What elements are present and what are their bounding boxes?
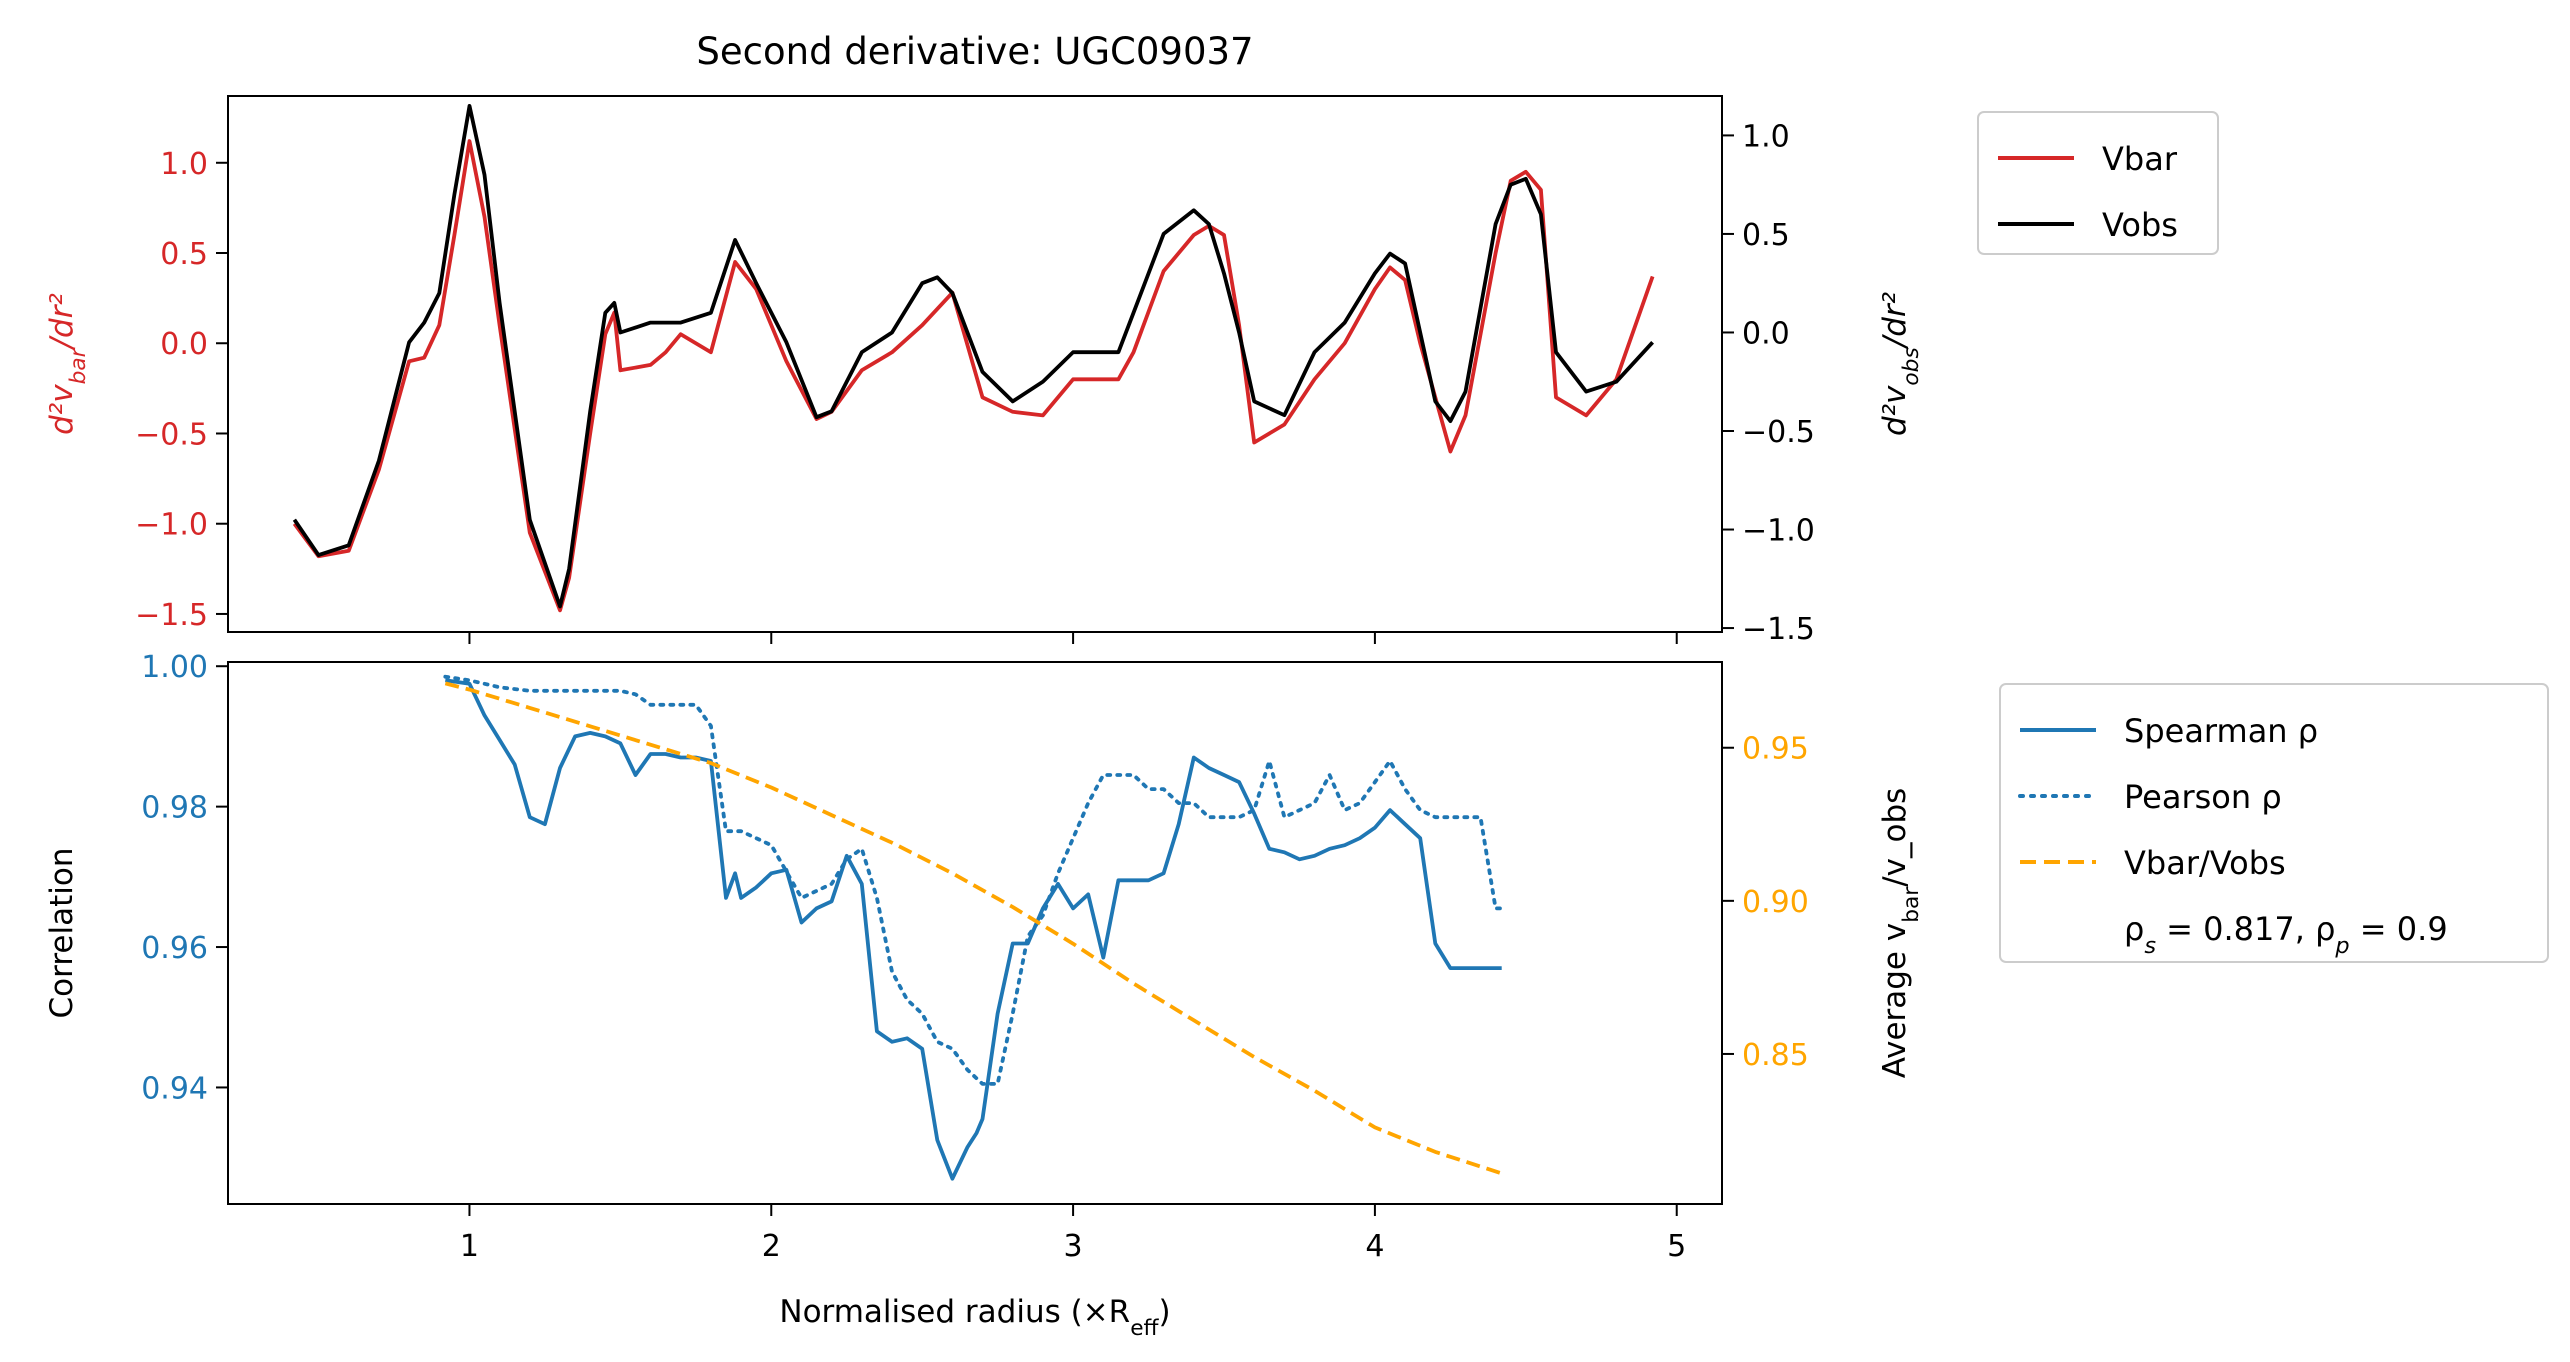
label-subscript: bar (66, 346, 91, 384)
left-tick-label: −0.5 (135, 417, 208, 452)
x-axis-label: Normalised radius (×Reff) (779, 1294, 1170, 1341)
chart-title: Second derivative: UGC09037 (696, 30, 1253, 73)
series-line-ratio (444, 681, 1503, 1176)
right-tick-label: 0.90 (1742, 885, 1809, 920)
x-tick-label: 3 (1064, 1229, 1083, 1264)
bottom-right-ylabel: Average vbar/v_obs (1877, 788, 1924, 1079)
bottom-left-ylabel: Correlation (44, 848, 80, 1019)
series-line-pearson (443, 674, 1504, 1086)
left-tick-label: 0.98 (141, 791, 208, 826)
legend-label-part: = 0.9 (2350, 910, 2448, 948)
right-tick-label: 0.85 (1742, 1038, 1809, 1073)
x-tick-label: 2 (762, 1229, 781, 1264)
top-panel: 1.0 0.5 0.0 −0.5 −1.0 −1.5 1.0 0.5 0.0 −0.5 −1.0 −1… (44, 30, 1924, 647)
label-part: d²v (1877, 385, 1913, 436)
left-tick-label: 0.96 (141, 931, 208, 966)
label-part: /v_obs (1877, 788, 1913, 887)
top-left-ylabel: d²vbar/dr² (44, 293, 91, 435)
label-part: /dr² (44, 293, 80, 351)
legend-label: Pearson ρ (2124, 778, 2282, 816)
legend-label: Spearman ρ (2124, 712, 2318, 750)
label-part: Normalised radius (×R (779, 1294, 1130, 1330)
right-tick-label: 0.95 (1742, 732, 1809, 767)
right-tick-label: −0.5 (1742, 415, 1815, 450)
legend-label: ρs = 0.817, ρp = 0.9 (2124, 910, 2448, 959)
x-tick-label: 1 (460, 1229, 479, 1264)
left-tick-label: 0.94 (141, 1071, 208, 1106)
legend-box (1977, 111, 2219, 255)
legend-box (1999, 683, 2549, 963)
left-tick-label: 1.00 (141, 650, 208, 685)
legend-label: Vbar/Vobs (2124, 844, 2286, 882)
right-tick-label: 0.5 (1742, 218, 1790, 253)
right-tick-label: −1.5 (1742, 612, 1815, 647)
right-tick-label: 1.0 (1742, 119, 1790, 154)
legend-label-part: p (2334, 933, 2349, 959)
label-subscript: eff (1130, 1316, 1159, 1341)
label-part: Average v (1877, 923, 1913, 1079)
label-subscript: bar (1899, 887, 1924, 923)
left-tick-label: 0.5 (160, 237, 208, 272)
legend-label: Vbar (2102, 140, 2178, 178)
left-tick-label: 1.0 (160, 147, 208, 182)
bottom-panel: 1.00 0.98 0.96 0.94 0.95 0.90 0.85 1 2 3 4 5 Correla… (44, 650, 1924, 1340)
top-right-ylabel: d²vobs/dr² (1877, 292, 1924, 436)
legend-label-part: = 0.817, ρ (2156, 910, 2335, 948)
right-tick-label: 0.0 (1742, 316, 1790, 351)
label-part: ) (1159, 1294, 1171, 1330)
series-line-spearman (445, 678, 1502, 1181)
label-part: d²v (44, 384, 80, 435)
left-tick-label: 0.0 (160, 327, 208, 362)
plot-frame (227, 95, 1723, 633)
legend-label-part: s (2144, 933, 2156, 959)
x-tick-label: 4 (1365, 1229, 1384, 1264)
x-tick-label: 5 (1667, 1229, 1686, 1264)
legend-label-part: ρ (2124, 910, 2144, 948)
right-tick-label: −1.0 (1742, 514, 1815, 549)
left-tick-label: −1.5 (135, 598, 208, 633)
bottom-legend: Spearman ρ Pearson ρ Vbar/Vobs ρs = 0.817, … (1999, 683, 2549, 963)
top-legend: Vbar Vobs (1977, 111, 2219, 255)
label-part: /dr² (1877, 292, 1913, 350)
legend-label: Vobs (2102, 206, 2178, 244)
left-tick-label: −1.0 (135, 508, 208, 543)
series-line-vobs (292, 104, 1654, 609)
plot-frame (227, 661, 1723, 1205)
label-subscript: obs (1899, 347, 1924, 385)
